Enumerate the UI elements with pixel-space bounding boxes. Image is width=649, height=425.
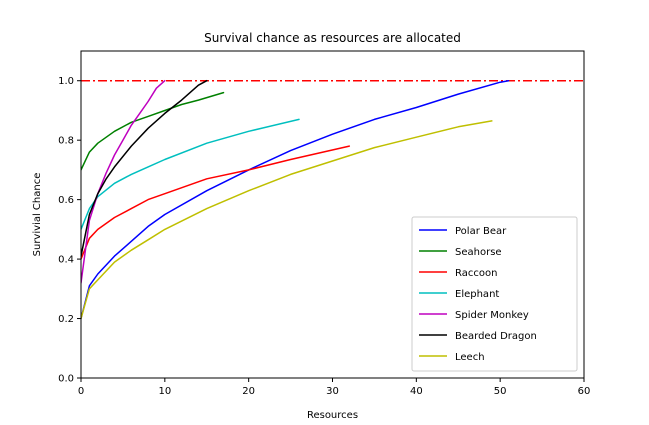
chart-title: Survival chance as resources are allocat…	[204, 31, 461, 45]
legend: Polar Bear Seahorse Raccoon Elephant Spider …	[411, 216, 578, 372]
x-tick-label: 60	[578, 386, 591, 397]
x-tick-label: 20	[242, 386, 255, 397]
legend-label-elephant: Elephant	[455, 289, 499, 300]
legend-box	[411, 216, 578, 372]
y-tick-label: 0.2	[58, 314, 74, 325]
legend-label-seahorse: Seahorse	[455, 247, 502, 258]
legend-label-leech: Leech	[455, 352, 485, 363]
x-tick-label: 50	[494, 386, 507, 397]
series-line-leech	[81, 120, 493, 320]
x-tick-label: 40	[410, 386, 423, 397]
legend-label-spider-monkey: Spider Monkey	[455, 310, 529, 321]
series-group	[81, 79, 584, 320]
y-tick-label: 0.0	[58, 374, 74, 385]
x-axis-title: Resources	[307, 410, 358, 421]
y-tick-label: 0.6	[58, 195, 74, 206]
legend-label-bearded-dragon: Bearded Dragon	[455, 331, 537, 342]
plot-area	[81, 79, 584, 320]
series-line-seahorse	[81, 91, 225, 171]
x-tick-label: 30	[326, 386, 339, 397]
series-line-polar-bear	[81, 79, 510, 320]
legend-label-polar-bear: Polar Bear	[455, 226, 507, 237]
y-tick-label: 0.4	[58, 255, 74, 266]
series-line-bearded-dragon	[81, 79, 208, 257]
legend-label-raccoon: Raccoon	[455, 268, 497, 279]
axis-ticks: 0 10 20 30 40 50 60 0.0 0.2 0.4 0.6 0.8 1.0	[58, 76, 590, 397]
y-tick-label: 1.0	[58, 76, 74, 87]
y-tick-label: 0.8	[58, 136, 74, 147]
y-axis-title: Survivial Chance	[32, 173, 43, 257]
series-line-raccoon	[81, 145, 351, 260]
x-tick-label: 0	[78, 386, 84, 397]
x-tick-label: 10	[158, 386, 171, 397]
